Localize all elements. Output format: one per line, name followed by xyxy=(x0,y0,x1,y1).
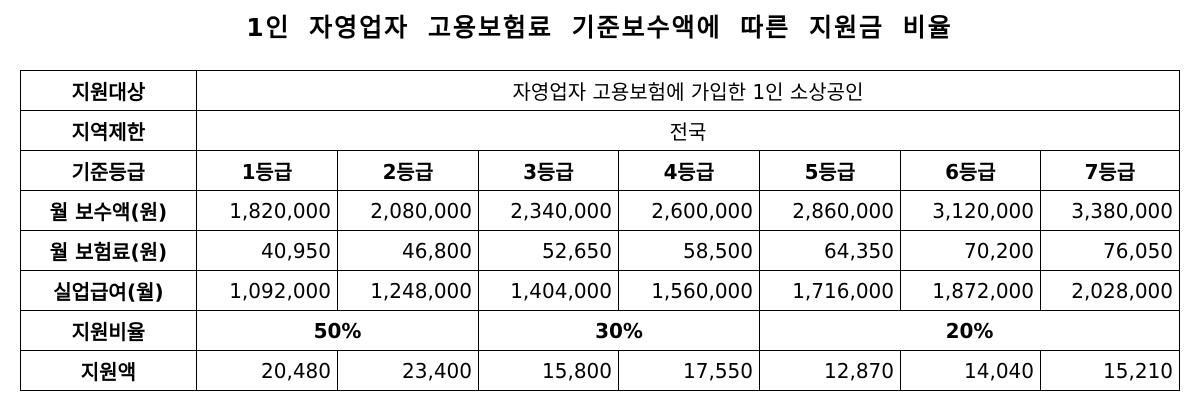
table-row-grade: 기준등급 1등급 2등급 3등급 4등급 5등급 6등급 7등급 xyxy=(20,150,1181,191)
table-row-support-rate: 지원비율 50% 30% 20% xyxy=(20,310,1181,351)
monthly-pay-cell: 2,600,000 xyxy=(618,190,760,231)
unemployment-benefit-cell: 1,872,000 xyxy=(900,270,1041,311)
table-row-support-amount: 지원액 20,480 23,400 15,800 17,550 12,870 1… xyxy=(20,350,1181,391)
monthly-pay-cell: 2,860,000 xyxy=(759,190,901,231)
unemployment-benefit-cell: 1,248,000 xyxy=(337,270,479,311)
target-value: 자영업자 고용보험에 가입한 1인 소상공인 xyxy=(195,70,1181,111)
grade-cell: 3등급 xyxy=(478,150,619,191)
support-amount-cell: 15,210 xyxy=(1039,350,1181,391)
support-amount-cell: 14,040 xyxy=(900,350,1041,391)
table-row-unemployment-benefit: 실업급여(월) 1,092,000 1,248,000 1,404,000 1,… xyxy=(20,270,1181,311)
unemployment-benefit-cell: 2,028,000 xyxy=(1039,270,1181,311)
monthly-pay-cell: 3,380,000 xyxy=(1039,190,1181,231)
table-row-target: 지원대상 자영업자 고용보험에 가입한 1인 소상공인 xyxy=(20,70,1181,111)
grade-cell: 7등급 xyxy=(1039,150,1181,191)
support-rate-cell: 20% xyxy=(758,310,1181,351)
table-row-monthly-premium: 월 보험료(원) 40,950 46,800 52,650 58,500 64,… xyxy=(20,230,1181,271)
unemployment-benefit-cell: 1,404,000 xyxy=(478,270,619,311)
monthly-premium-cell: 46,800 xyxy=(337,230,479,271)
support-rate-cell: 30% xyxy=(478,310,760,351)
page-title: 1인 자영업자 고용보험료 기준보수액에 따른 지원금 비율 xyxy=(246,13,953,42)
monthly-premium-cell: 76,050 xyxy=(1039,230,1181,271)
row-header-grade: 기준등급 xyxy=(20,150,197,191)
monthly-pay-cell: 3,120,000 xyxy=(900,190,1041,231)
monthly-premium-cell: 52,650 xyxy=(478,230,619,271)
support-amount-cell: 15,800 xyxy=(478,350,619,391)
row-header-support-rate: 지원비율 xyxy=(20,310,197,351)
row-header-support-amount: 지원액 xyxy=(20,350,197,391)
grade-cell: 1등급 xyxy=(196,150,338,191)
row-header-monthly-premium: 월 보험료(원) xyxy=(20,230,197,271)
region-value: 전국 xyxy=(195,110,1181,151)
unemployment-benefit-cell: 1,092,000 xyxy=(196,270,338,311)
support-amount-cell: 17,550 xyxy=(618,350,760,391)
grade-cell: 4등급 xyxy=(618,150,760,191)
monthly-premium-cell: 40,950 xyxy=(196,230,338,271)
monthly-pay-cell: 2,340,000 xyxy=(478,190,619,231)
grade-cell: 5등급 xyxy=(759,150,901,191)
row-header-region: 지역제한 xyxy=(20,110,197,151)
grade-cell: 6등급 xyxy=(900,150,1041,191)
grade-cell: 2등급 xyxy=(337,150,479,191)
support-amount-cell: 20,480 xyxy=(196,350,338,391)
monthly-premium-cell: 64,350 xyxy=(759,230,901,271)
monthly-premium-cell: 58,500 xyxy=(618,230,760,271)
table-row-region: 지역제한 전국 xyxy=(20,110,1181,151)
monthly-premium-cell: 70,200 xyxy=(900,230,1041,271)
row-header-monthly-pay: 월 보수액(원) xyxy=(20,190,197,231)
unemployment-benefit-cell: 1,560,000 xyxy=(618,270,760,311)
monthly-pay-cell: 1,820,000 xyxy=(196,190,338,231)
support-amount-cell: 23,400 xyxy=(337,350,479,391)
row-header-unemployment-benefit: 실업급여(월) xyxy=(20,270,197,311)
monthly-pay-cell: 2,080,000 xyxy=(337,190,479,231)
support-rate-table: 지원대상 자영업자 고용보험에 가입한 1인 소상공인 지역제한 전국 기준등급… xyxy=(20,70,1181,391)
support-rate-cell: 50% xyxy=(196,310,479,351)
support-amount-cell: 12,870 xyxy=(759,350,901,391)
row-header-target: 지원대상 xyxy=(20,70,197,111)
unemployment-benefit-cell: 1,716,000 xyxy=(759,270,901,311)
table-row-monthly-pay: 월 보수액(원) 1,820,000 2,080,000 2,340,000 2… xyxy=(20,190,1181,231)
